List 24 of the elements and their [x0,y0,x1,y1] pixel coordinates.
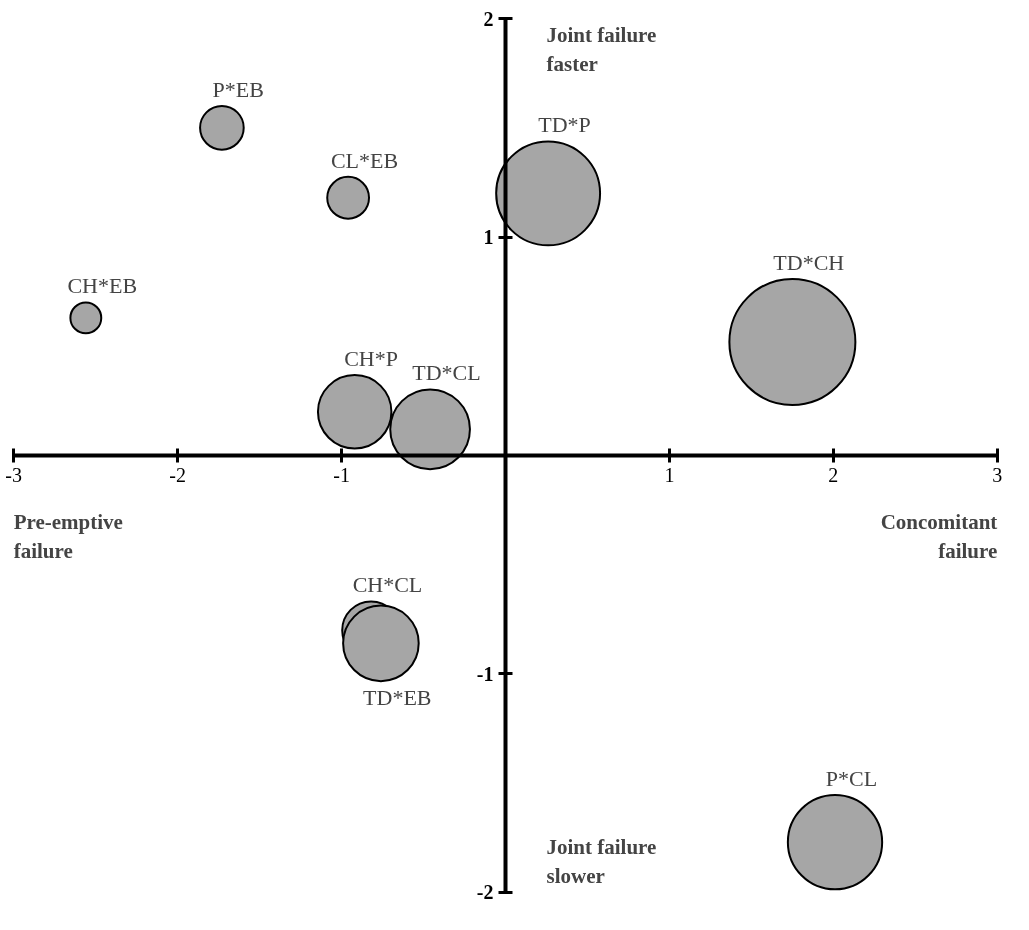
y-tick-label: -2 [476,881,494,904]
x-tick-label: 2 [828,463,839,486]
series-label: TD*EB [363,685,432,711]
series-label: CH*EB [67,273,138,299]
series-label: TD*CL [412,360,481,386]
x-tick-label: -1 [333,463,350,486]
series-label: TD*CH [773,249,845,275]
x-tick-label: -2 [169,463,186,486]
series-label: P*EB [212,77,264,103]
series-label: CH*CL [352,572,423,598]
series-label: CH*P [344,346,398,372]
series-label: CL*EB [330,147,399,173]
series-label: P*CL [825,766,878,792]
y-tick-label: -1 [476,662,494,685]
annotation: Concomitant failure [880,510,998,563]
x-tick-label: 3 [992,463,1003,486]
x-tick-label: -3 [5,463,23,486]
annotation: Joint failure slower [546,835,657,889]
y-tick-label: 1 [483,226,494,249]
series-label: TD*P [538,112,591,138]
x-tick-label: 1 [664,463,675,486]
annotation: Joint failure faster [546,22,657,76]
annotation: Pre-emptive failure [13,510,123,563]
y-tick-label: 2 [483,7,494,30]
